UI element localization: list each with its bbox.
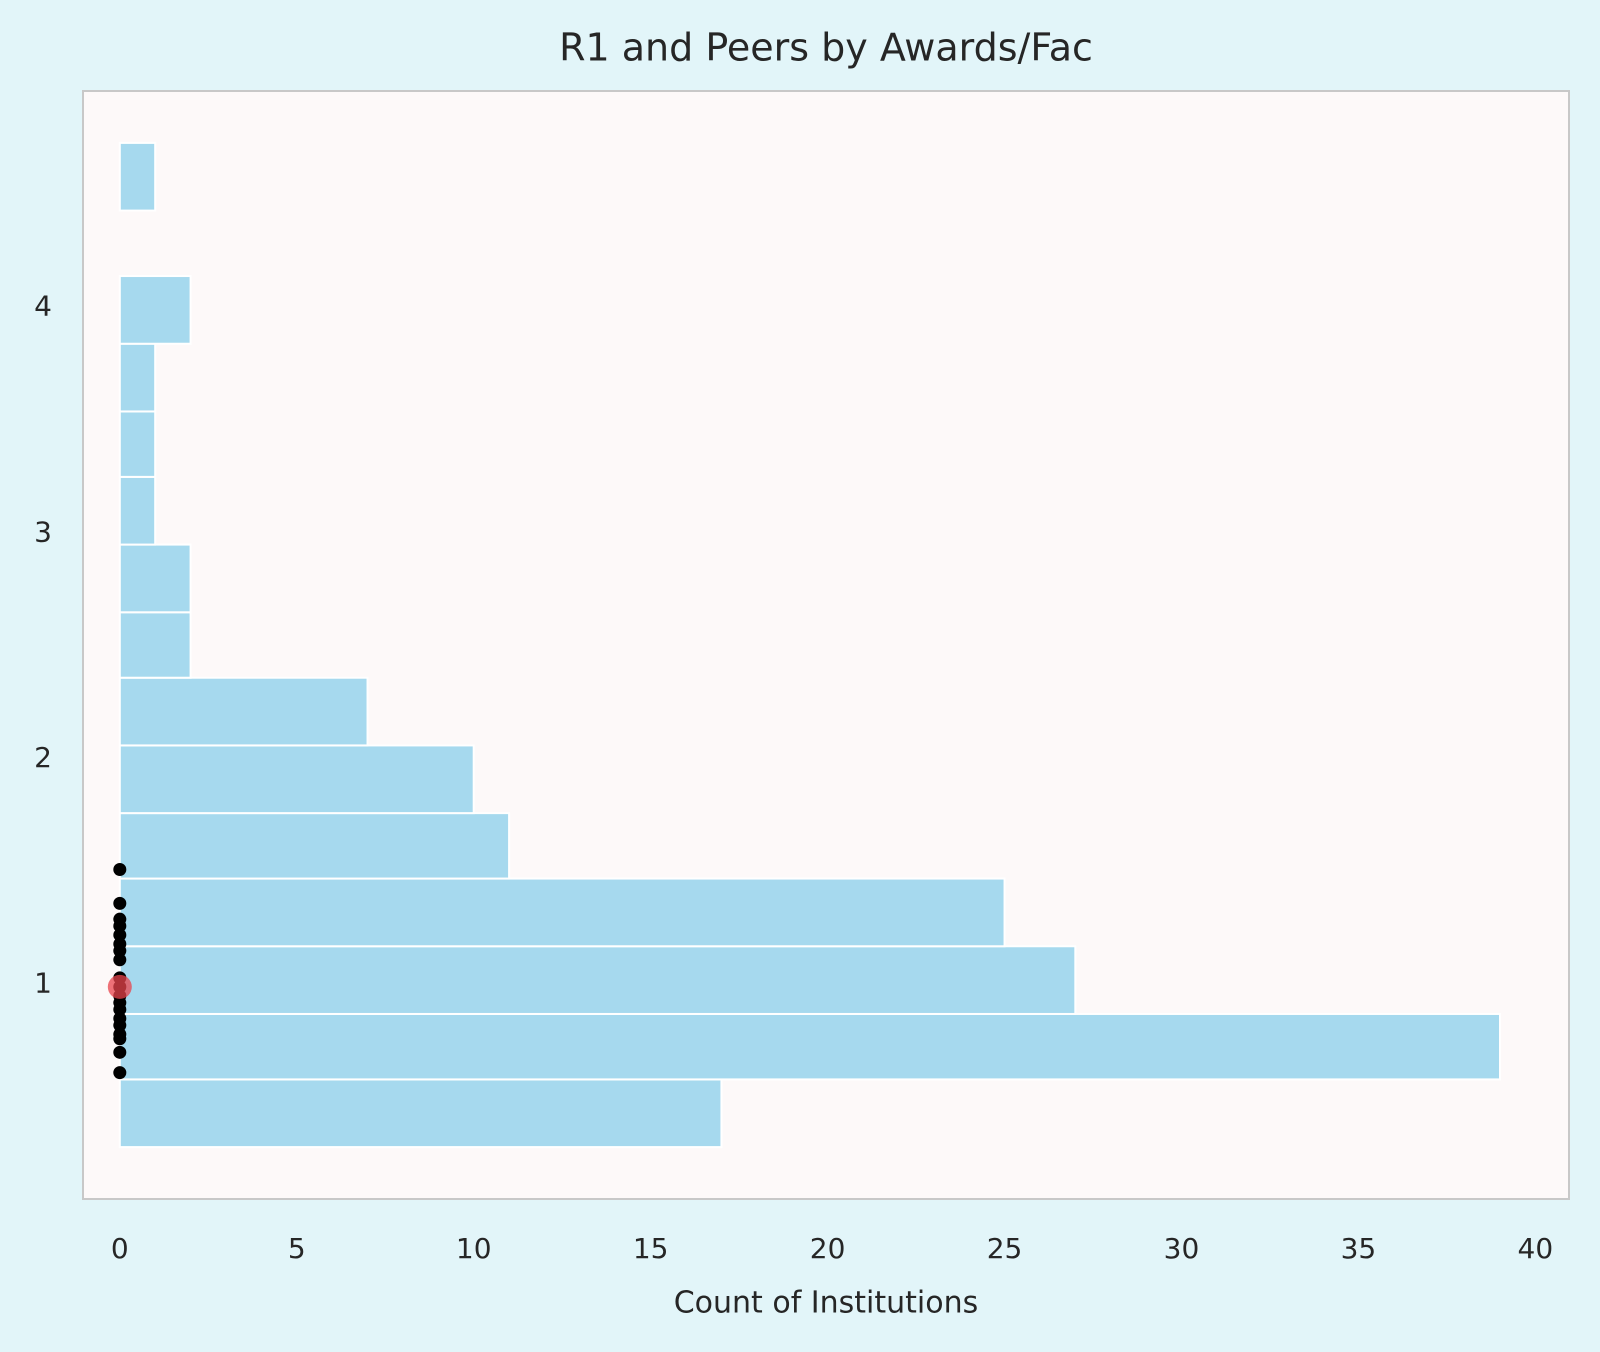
histogram-bar xyxy=(118,141,157,212)
x-tick-label: 20 xyxy=(810,1232,846,1265)
chart-title: R1 and Peers by Awards/Fac xyxy=(559,26,1093,70)
histogram-bar xyxy=(118,877,1006,948)
x-tick-label: 35 xyxy=(1341,1232,1377,1265)
scatter-point xyxy=(113,944,127,958)
scatter-point xyxy=(113,953,127,967)
x-tick-label: 15 xyxy=(633,1232,669,1265)
histogram-bar xyxy=(118,543,192,614)
scatter-point xyxy=(113,1032,127,1046)
y-tick-label: 4 xyxy=(34,290,52,323)
histogram-bar xyxy=(118,1012,1501,1081)
x-tick-label: 5 xyxy=(288,1232,306,1265)
histogram-bar xyxy=(118,744,475,815)
x-tick-label: 0 xyxy=(111,1232,129,1265)
y-tick-label: 1 xyxy=(34,967,52,1000)
histogram-bar xyxy=(118,1078,723,1149)
x-axis-label: Count of Institutions xyxy=(674,1286,979,1321)
plot-frame xyxy=(82,90,1570,1200)
histogram-bar xyxy=(118,676,369,747)
x-tick-label: 25 xyxy=(987,1232,1023,1265)
scatter-point xyxy=(113,1066,127,1080)
histogram-bar xyxy=(118,945,1077,1015)
scatter-point xyxy=(113,896,127,910)
highlight-point xyxy=(107,974,132,999)
scatter-point xyxy=(113,863,127,877)
x-tick-label: 10 xyxy=(456,1232,492,1265)
histogram-bar xyxy=(118,812,511,880)
histogram-bar xyxy=(118,342,157,413)
scatter-point xyxy=(113,1045,127,1059)
y-tick-label: 2 xyxy=(34,741,52,774)
scatter-point xyxy=(113,919,127,933)
scatter-point xyxy=(113,928,127,942)
x-tick-label: 40 xyxy=(1518,1232,1554,1265)
x-tick-label: 30 xyxy=(1164,1232,1200,1265)
scatter-point xyxy=(113,1018,127,1032)
scatter-point xyxy=(113,1002,127,1016)
y-tick-label: 3 xyxy=(34,515,52,548)
histogram-bar xyxy=(118,611,192,679)
histogram-bar xyxy=(118,475,157,546)
histogram-bar xyxy=(118,410,157,478)
histogram-bar xyxy=(118,275,192,345)
